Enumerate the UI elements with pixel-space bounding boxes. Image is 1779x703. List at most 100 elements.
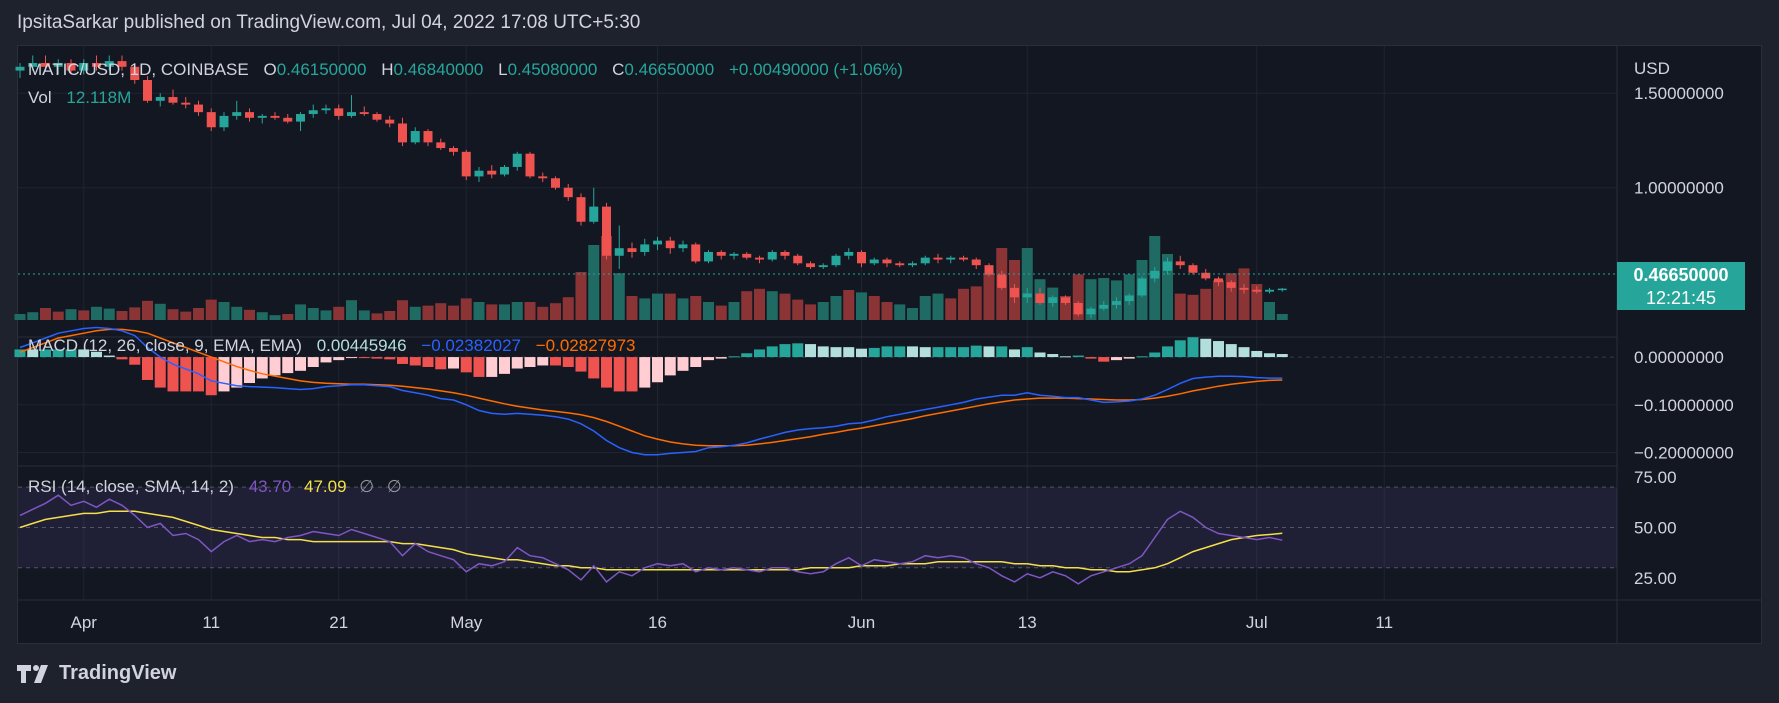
macd-histogram-bar (422, 357, 434, 367)
rsi-line (19, 494, 1283, 585)
time-tick-label: 11 (1375, 613, 1393, 632)
macd-histogram-bar (511, 357, 523, 369)
macd-histogram-bar (333, 357, 345, 361)
candle-body (551, 178, 560, 188)
volume-bar (154, 303, 166, 320)
macd-histogram-bar (409, 357, 421, 366)
volume-bar (346, 300, 357, 320)
last-price-badge: 0.46650000 12:21:45 (1617, 262, 1745, 310)
macd-histogram-bar (307, 357, 319, 367)
rsi-tick-label: 75.00 (1634, 468, 1677, 487)
symbol-name[interactable]: MATIC/USD, 1D, COINBASE (28, 60, 249, 79)
candle-body (53, 63, 63, 67)
chart-frame[interactable] (17, 45, 1762, 644)
candle-body (704, 251, 713, 262)
candle-body (908, 263, 917, 266)
macd-histogram-bar (282, 357, 294, 374)
macd-histogram-bar (754, 349, 765, 358)
macd-histogram-bar (550, 357, 561, 366)
candle-body (92, 63, 101, 67)
price-tick-label: 1.00000000 (1634, 179, 1724, 198)
macd-histogram-bar (1213, 341, 1224, 358)
volume-bar (473, 302, 485, 320)
macd-histogram-bar (817, 346, 829, 358)
macd-histogram-bar (792, 343, 804, 358)
candle-body (895, 263, 905, 266)
macd-tick-label: −0.20000000 (1634, 443, 1734, 462)
rsi-sma-line (19, 510, 1283, 573)
open-value: 0.46150000 (276, 60, 367, 79)
macd-histogram-bar (1123, 357, 1135, 359)
volume-bar (856, 292, 867, 320)
time-tick-label: 16 (648, 613, 667, 632)
macd-histogram-bar (180, 357, 192, 392)
volume-bar (550, 303, 561, 320)
volume-bar (295, 304, 306, 320)
macd-hist-value: 0.00445946 (316, 336, 407, 355)
macd-label[interactable]: MACD (12, 26, close, 9, EMA, EMA) (28, 336, 302, 355)
volume-bar (652, 293, 663, 320)
candle-body (436, 142, 446, 149)
candle-body (474, 170, 484, 177)
volume-bar (307, 308, 319, 320)
candle-body (104, 61, 114, 67)
candle-body (563, 187, 573, 198)
macd-histogram-bar (983, 346, 995, 358)
volume-bar (129, 307, 141, 320)
rsi-tick-label: 25.00 (1634, 569, 1677, 588)
volume-label[interactable]: Vol (28, 88, 52, 107)
candle-body (372, 114, 382, 120)
volume-bar (932, 293, 944, 320)
macd-histogram-bar (65, 349, 77, 358)
macd-histogram-bar (1034, 352, 1046, 358)
candle-body (257, 115, 267, 118)
volume-bar (1251, 284, 1263, 320)
last-price-value: 0.46650000 (1633, 265, 1729, 285)
macd-histogram-bar (167, 357, 179, 392)
macd-histogram-bar (256, 357, 268, 379)
macd-histogram-bar (460, 357, 472, 373)
rsi-label[interactable]: RSI (14, close, SMA, 14, 2) (28, 477, 234, 496)
macd-histogram-bar (384, 357, 396, 360)
macd-histogram-bar (652, 357, 663, 383)
rsi-value: 43.70 (248, 477, 292, 496)
volume-bar (524, 302, 536, 320)
candle-body (1214, 278, 1223, 283)
rsi-sma-value: 47.09 (303, 477, 347, 496)
volume-bar (65, 309, 77, 320)
volume-bar (1098, 278, 1110, 320)
volume-bar (907, 308, 918, 320)
macd-histogram-bar (52, 349, 64, 358)
volume-bar (779, 293, 791, 320)
candle-body (245, 112, 254, 118)
macd-histogram-bar (486, 357, 498, 377)
low-label: L (498, 60, 508, 79)
volume-bar (1060, 296, 1071, 320)
volume-bar (205, 299, 217, 320)
macd-histogram-bar (728, 356, 740, 358)
macd-histogram-bar (358, 357, 370, 359)
footer-brand[interactable]: TradingView (17, 662, 176, 685)
macd-histogram-bar (78, 349, 90, 358)
volume-bar (817, 302, 829, 320)
volume-bar (983, 274, 995, 320)
macd-histogram-bar (1238, 347, 1250, 358)
macd-histogram-bar (231, 357, 243, 388)
volume-bar (384, 311, 396, 320)
macd-histogram-bar (346, 357, 357, 359)
candle-body (270, 115, 280, 118)
candle-body (869, 259, 879, 264)
macd-histogram-bar (448, 357, 459, 369)
volume-bar (231, 306, 243, 320)
macd-legend: MACD (12, 26, close, 9, EMA, EMA) 0.0044… (28, 336, 636, 356)
candle-body (359, 112, 369, 115)
volume-bar (792, 299, 804, 320)
candle-body (347, 112, 356, 116)
candle-body (627, 248, 637, 252)
candle-body (729, 253, 739, 256)
macd-histogram-bar (524, 357, 536, 367)
macd-histogram-bar (435, 357, 447, 370)
candle-body (793, 255, 803, 264)
volume-bar (91, 306, 102, 320)
